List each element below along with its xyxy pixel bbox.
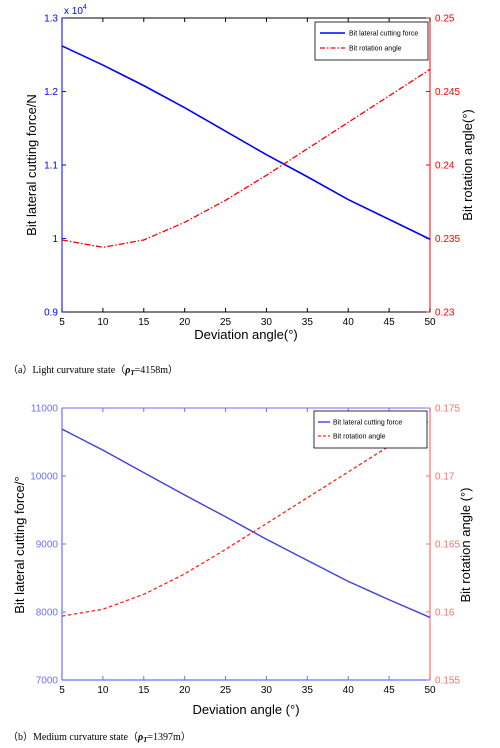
x-tick-label: 20	[179, 317, 191, 328]
x-tick-label: 30	[261, 317, 273, 328]
right-tick-label: 0.17	[435, 472, 455, 483]
left-tick-label: 1.1	[44, 161, 58, 172]
x-tick-label: 45	[384, 685, 396, 696]
chart-a-series-force-line	[61, 45, 431, 240]
chart-a-x-ticks: 5 10 15 20 25 30 35 40 45 50	[59, 18, 436, 328]
chart-a-plot-frame	[61, 17, 431, 313]
chart-b-x-ticks: 5 10 15 20 25 30 35 40 45 50	[59, 408, 436, 696]
chart-a-caption: （a）Light curvature state（ρT=4158m）	[8, 364, 178, 377]
chart-a-multiplier: x 104	[64, 4, 87, 17]
x-tick-label: 35	[302, 685, 314, 696]
right-tick-label: 0.175	[435, 404, 460, 415]
left-tick-label: 1.3	[44, 14, 58, 25]
x-tick-label: 20	[179, 685, 191, 696]
left-tick-label: 11000	[31, 404, 59, 415]
x-tick-label: 15	[138, 317, 150, 328]
x-tick-label: 15	[138, 685, 150, 696]
x-tick-label: 50	[424, 685, 436, 696]
chart-b-right-ticks: 0.155 0.16 0.165 0.17 0.175	[426, 404, 460, 687]
left-tick-label: 0.9	[44, 308, 58, 319]
right-tick-label: 0.16	[435, 608, 455, 619]
chart-a-legend: Bit lateral cutting force Bit rotation a…	[314, 21, 429, 61]
left-tick-label: 8000	[36, 608, 59, 619]
chart-b-x-label: Deviation angle (°)	[192, 702, 299, 717]
right-tick-label: 0.23	[435, 308, 455, 319]
right-tick-label: 0.24	[435, 161, 455, 172]
x-tick-label: 25	[220, 685, 232, 696]
left-tick-label: 7000	[36, 676, 59, 687]
chart-a-series-rotation-line	[61, 68, 431, 248]
x-tick-label: 40	[343, 685, 355, 696]
chart-a-left-ticks: 0.9 1 1.1 1.2 1.3	[44, 14, 66, 319]
right-tick-label: 0.245	[435, 87, 460, 98]
chart-a-x-label: Deviation angle(°)	[194, 327, 297, 342]
x-tick-label: 10	[97, 685, 109, 696]
x-tick-label: 35	[302, 317, 314, 328]
chart-a-right-ticks: 0.23 0.235 0.24 0.245 0.25	[426, 14, 460, 319]
chart-a-y-left-label: Bit lateral cutting force/N	[24, 94, 39, 236]
chart-b-legend-label-rotation: Bit rotation angle	[333, 434, 386, 441]
x-tick-label: 5	[59, 317, 65, 328]
x-tick-label: 30	[261, 685, 273, 696]
left-tick-label: 1	[52, 234, 58, 245]
chart-a-legend-label-rotation: Bit rotation angle	[349, 46, 402, 53]
left-tick-label: 10000	[30, 472, 58, 483]
chart-b-y-left-label: Bit lateral cutting force/°	[12, 476, 27, 613]
right-tick-label: 0.25	[435, 14, 455, 25]
x-tick-label: 50	[424, 317, 436, 328]
chart-b-left-ticks: 7000 8000 9000 10000 11000	[30, 404, 66, 687]
left-tick-label: 1.2	[44, 87, 58, 98]
chart-b-caption: （b）Medium curvature state（ρT=1397m）	[8, 731, 191, 744]
chart-b-series-force-line	[61, 428, 431, 619]
chart-a: 5 10 15 20 25 30 35 40 45 50 0.911.11.21.3 0.230.…	[8, 4, 475, 377]
x-tick-label: 10	[97, 317, 109, 328]
chart-b: 5 10 15 20 25 30 35 40 45 50 7000 8000 9000 10000 110…	[8, 404, 473, 745]
chart-b-legend-box	[313, 410, 428, 449]
x-tick-label: 5	[59, 685, 65, 696]
x-tick-label: 45	[384, 317, 396, 328]
chart-a-y-right-label: Bit rotation angle(°)	[460, 109, 475, 220]
chart-b-series-rotation-line	[61, 419, 431, 617]
chart-a-legend-label-force: Bit lateral cutting force	[349, 31, 418, 38]
right-tick-label: 0.235	[435, 234, 460, 245]
x-tick-label: 40	[343, 317, 355, 328]
chart-b-legend-label-force: Bit lateral cutting force	[333, 420, 402, 427]
right-tick-label: 0.155	[435, 676, 460, 687]
left-tick-label: 9000	[36, 540, 59, 551]
chart-b-plot-frame	[61, 407, 431, 681]
chart-a-legend-box	[314, 21, 429, 61]
chart-b-y-right-label: Bit rotation angle (°)	[458, 487, 473, 602]
chart-b-legend: Bit lateral cutting force Bit rotation a…	[313, 410, 428, 449]
x-tick-label: 25	[220, 317, 232, 328]
right-tick-label: 0.165	[435, 540, 460, 551]
